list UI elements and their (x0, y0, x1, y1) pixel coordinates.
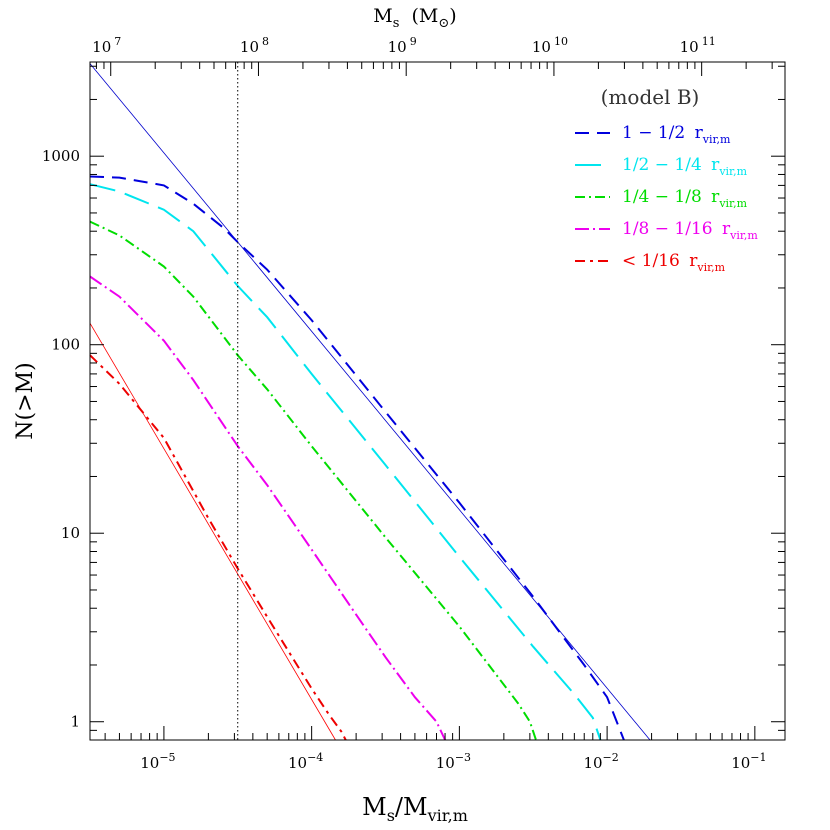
legend-label-3: 1/8 − 1/16 rvir,m (622, 219, 758, 242)
series-lines (89, 175, 625, 741)
series-line-4 (89, 354, 347, 741)
x-tick-label: 10−1 (731, 751, 766, 772)
series-line-2 (89, 220, 537, 741)
series-line-3 (89, 275, 447, 741)
y-axis-label: N(>M) (13, 362, 38, 439)
series-line-1 (89, 183, 602, 741)
x2-tick-label: 10 9 (388, 35, 417, 56)
x-tick-label: 10−5 (140, 751, 175, 772)
x2-tick-label: 10 7 (92, 35, 121, 56)
x-tick-label: 10−4 (288, 751, 323, 772)
axis-tick-labels: 10−5 10−4 10−3 10−2 10−1 10 7 10 8 10 9 10 10 10 11 1 10… (42, 35, 767, 772)
y-tick-label: 1 (70, 713, 80, 731)
legend-label-1: 1/2 − 1/4 rvir,m (622, 155, 748, 178)
legend-label-2: 1/4 − 1/8 rvir,m (622, 187, 748, 210)
axis-ticks (90, 62, 785, 741)
x-tick-label: 10−3 (436, 751, 471, 772)
legend-label-4: < 1/16 rvir,m (622, 251, 726, 274)
x2-tick-label: 10 10 (532, 35, 568, 56)
reference-line-0 (89, 63, 651, 741)
x2-axis-label: Ms (M⊙) (373, 5, 456, 31)
y-tick-label: 100 (51, 336, 80, 354)
legend: (model B) 1 − 1/2 rvir,m 1/2 − 1/4 rvir,m 1… (575, 85, 758, 274)
x-axis-label: Ms/Mvir,m (362, 793, 468, 825)
y-tick-label: 10 (61, 524, 80, 542)
legend-label-0: 1 − 1/2 rvir,m (622, 123, 731, 146)
reference-line-1 (89, 322, 336, 741)
model-label: (model B) (601, 85, 700, 109)
axis-labels: Ms/Mvir,m Ms (M⊙) N(>M) (13, 5, 468, 825)
y-tick-label: 1000 (42, 147, 80, 165)
x-tick-label: 10−2 (583, 751, 618, 772)
power-law-reference-lines (89, 63, 651, 741)
series-line-0 (89, 175, 625, 741)
x2-tick-label: 10 11 (680, 35, 716, 56)
x2-tick-label: 10 8 (240, 35, 269, 56)
